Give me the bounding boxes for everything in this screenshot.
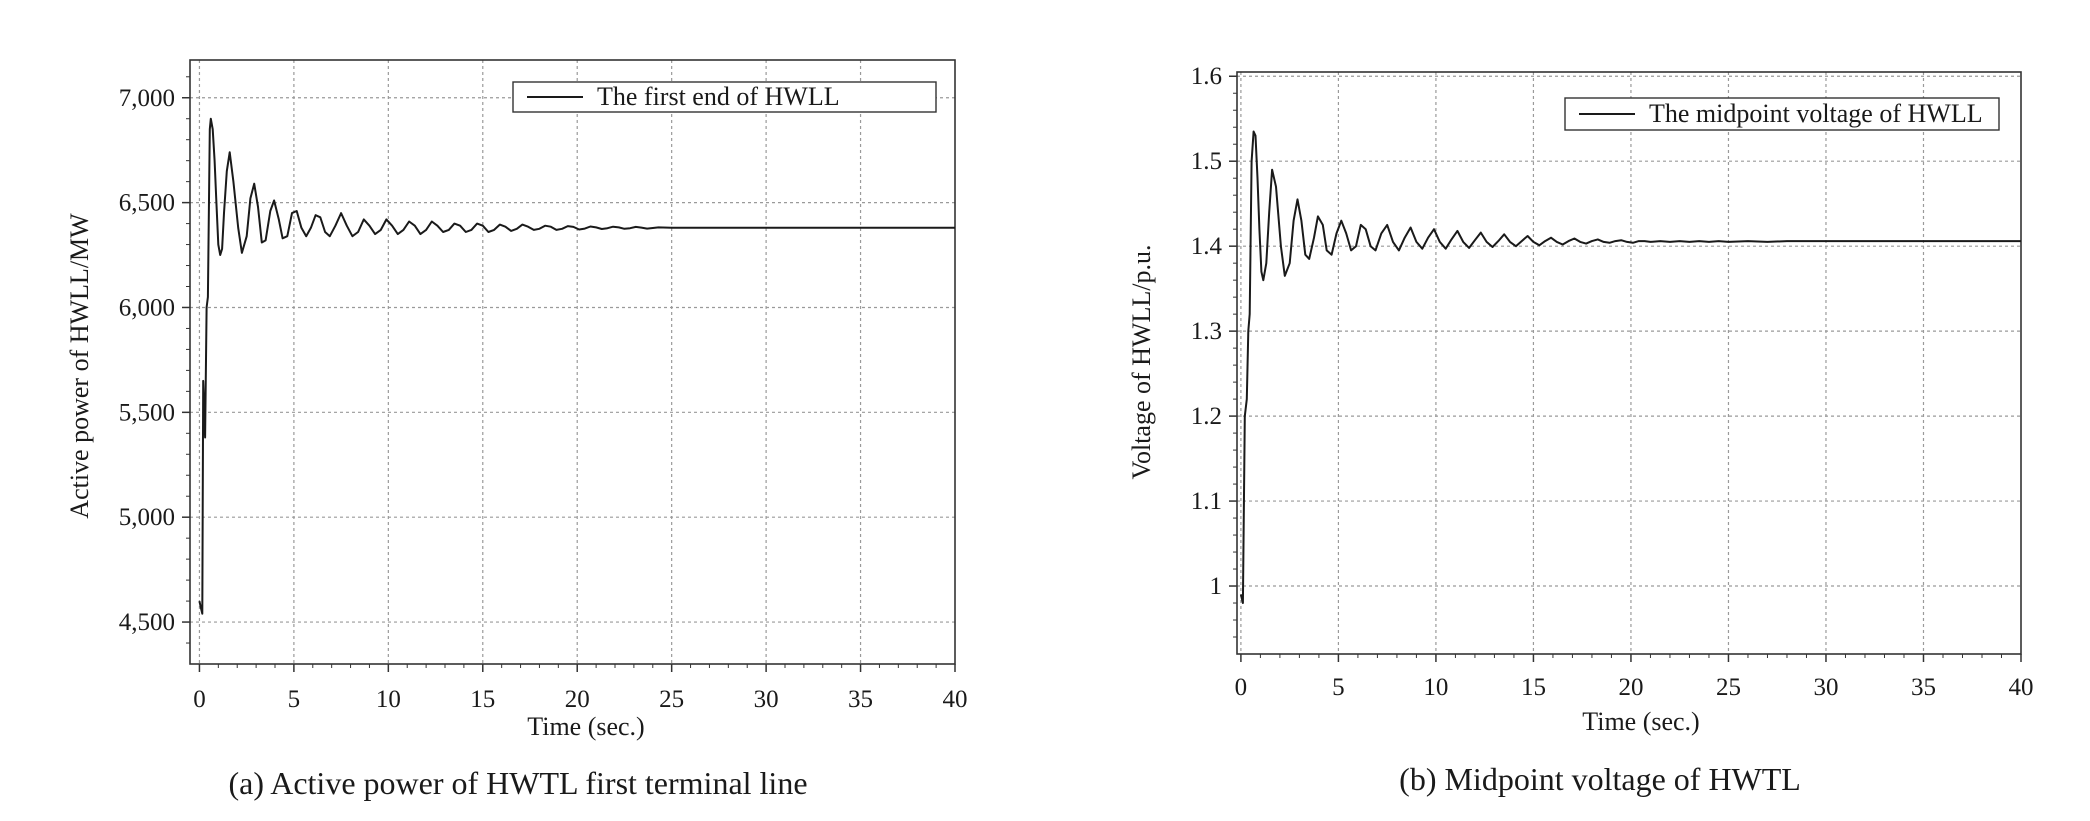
x-tick-label-a-4: 20 — [565, 686, 590, 713]
y-tick-label-a-4: 6,500 — [119, 190, 175, 217]
y-tick-label-a-5: 7,000 — [119, 85, 175, 112]
x-tick-label-a-8: 40 — [943, 686, 968, 713]
y-tick-label-b-3: 1.3 — [1191, 318, 1222, 345]
plot-frame-b — [1236, 71, 2022, 655]
x-tick-label-b-5: 25 — [1716, 674, 1741, 701]
x-tick-label-a-1: 5 — [288, 686, 301, 713]
y-tick-label-b-1: 1.1 — [1191, 488, 1222, 515]
legend-b: The midpoint voltage of HWLL — [1564, 97, 2000, 131]
series-a — [198, 117, 955, 615]
x-tick-label-b-7: 35 — [1911, 674, 1936, 701]
caption-a: (a) Active power of HWTL first terminal … — [228, 765, 807, 801]
legend-a: The first end of HWLL — [512, 81, 937, 113]
y-tick-label-a-2: 5,500 — [119, 399, 175, 426]
y-tick-label-a-1: 5,000 — [119, 504, 175, 531]
ticks-a: 0 5 10 15 20 25 30 35 40 4,500 5,000 5,500 6,000 6,50… — [119, 76, 968, 713]
y-tick-label-b-5: 1.5 — [1191, 148, 1222, 175]
series-line-a-0 — [198, 117, 955, 615]
series-line-b-0 — [1239, 130, 2021, 604]
ticks-b: 0 5 10 15 20 25 30 35 40 1 1.1 1.2 1.3 1.4 1.5 1.6 — [1191, 63, 2034, 701]
y-tick-label-b-4: 1.4 — [1191, 233, 1223, 260]
y-tick-label-b-0: 1 — [1210, 573, 1223, 600]
legend-box-b — [1564, 97, 2000, 131]
x-axis-label-b: Time (sec.) — [1582, 707, 1699, 736]
grid-a — [190, 60, 955, 664]
y-axis-label-a: Active power of HWLL/MW — [65, 213, 94, 519]
caption-b: (b) Midpoint voltage of HWTL — [1399, 761, 1801, 797]
y-axis-label-b: Voltage of HWLL/p.u. — [1127, 245, 1156, 480]
series-b — [1239, 130, 2021, 604]
x-tick-label-b-1: 5 — [1332, 674, 1345, 701]
legend-label-b: The midpoint voltage of HWLL — [1649, 99, 1983, 128]
x-tick-label-b-6: 30 — [1813, 674, 1838, 701]
chart-midpoint-voltage: 0 5 10 15 20 25 30 35 40 1 1.1 1.2 1.3 1.4 1.5 1.6 The … — [1127, 63, 2034, 797]
legend-box-a — [512, 81, 937, 113]
y-tick-label-a-3: 6,000 — [119, 294, 175, 321]
x-tick-label-a-7: 35 — [848, 686, 873, 713]
x-tick-label-b-8: 40 — [2009, 674, 2034, 701]
x-tick-label-a-6: 30 — [754, 686, 779, 713]
legend-label-a: The first end of HWLL — [597, 82, 840, 111]
y-tick-label-b-2: 1.2 — [1191, 403, 1222, 430]
x-tick-label-b-0: 0 — [1235, 674, 1248, 701]
y-tick-label-b-6: 1.6 — [1191, 63, 1222, 90]
x-tick-label-b-2: 10 — [1423, 674, 1448, 701]
x-tick-label-b-3: 15 — [1521, 674, 1546, 701]
x-tick-label-b-4: 20 — [1618, 674, 1643, 701]
plot-frame-a — [189, 59, 956, 665]
chart-active-power: 0 5 10 15 20 25 30 35 40 4,500 5,000 5,500 6,000 6,50… — [65, 59, 968, 801]
y-tick-label-a-0: 4,500 — [119, 609, 175, 636]
x-axis-label-a: Time (sec.) — [527, 712, 644, 741]
x-tick-label-a-0: 0 — [193, 686, 206, 713]
grid-b — [1237, 72, 2021, 654]
x-tick-label-a-5: 25 — [659, 686, 684, 713]
x-tick-label-a-3: 15 — [470, 686, 495, 713]
x-tick-label-a-2: 10 — [376, 686, 401, 713]
